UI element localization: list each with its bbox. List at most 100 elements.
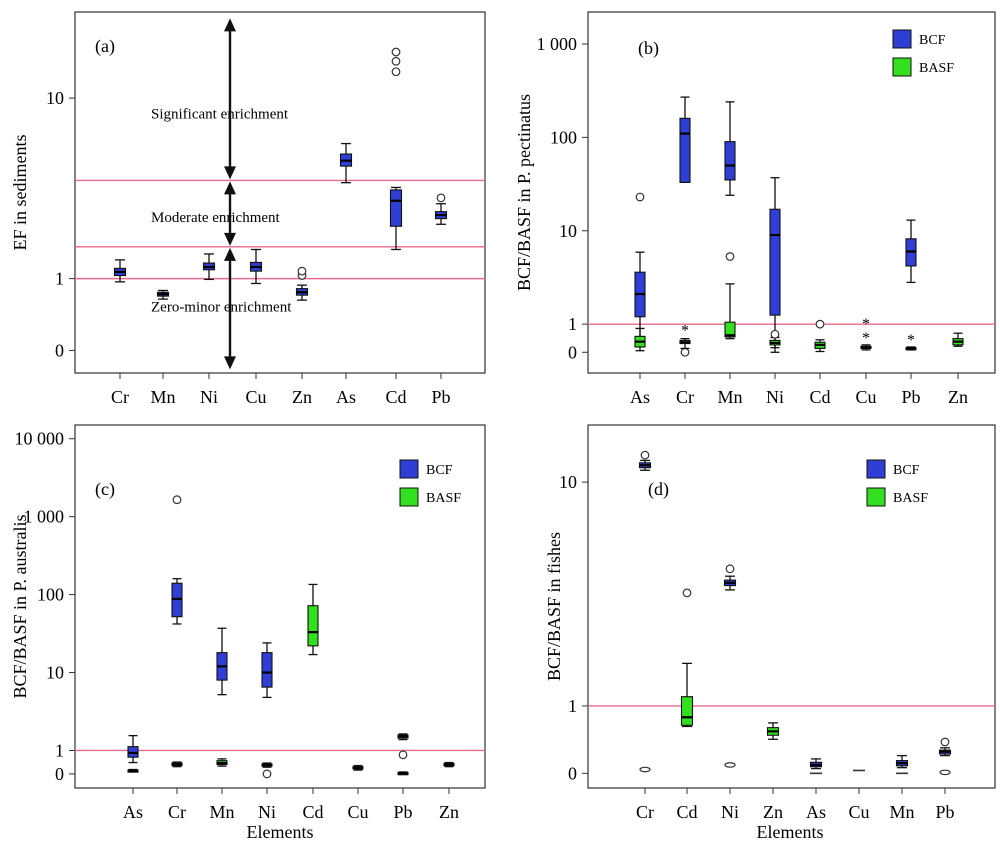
y-tick-label: 10 xyxy=(46,663,64,683)
panel-label: (c) xyxy=(95,479,115,500)
x-tick-label: Pb xyxy=(431,387,450,407)
plot-frame xyxy=(587,424,996,789)
y-tick-label: 1 xyxy=(568,696,577,716)
box-basf-zn xyxy=(766,722,780,740)
box-series-as xyxy=(339,142,353,184)
x-tick-label: Cd xyxy=(302,802,323,822)
x-tick-label: Cu xyxy=(848,802,869,822)
y-tick-label: 100 xyxy=(37,585,64,605)
outlier-point xyxy=(297,266,307,276)
box-basf-cr: * xyxy=(679,322,691,350)
panel-label: (b) xyxy=(638,38,659,59)
x-tick-label: Cu xyxy=(347,802,368,822)
x-tick-label: Mn xyxy=(717,387,742,407)
box-basf-pb: * xyxy=(905,332,917,351)
chart-panel-2: 0 1 10 100 1 000 As Cr Mn Ni Cd Cu Pb Zn BCF/BASF in … xyxy=(514,11,996,407)
outlier-point xyxy=(436,193,446,203)
y-axis-title: EF in sediments xyxy=(10,135,30,251)
annotation-text: Moderate enrichment xyxy=(151,210,281,226)
box-series-cu xyxy=(249,248,263,285)
x-tick-label: Cd xyxy=(809,387,830,407)
x-axis-title: Elements xyxy=(757,822,824,842)
outlier-point xyxy=(725,564,735,574)
x-tick-label: Mn xyxy=(889,802,914,822)
minor-mark xyxy=(939,769,951,776)
box-series-cd xyxy=(389,47,403,251)
outlier-point xyxy=(262,769,272,779)
x-tick-label: Mn xyxy=(150,387,175,407)
outlier-point xyxy=(940,737,950,747)
plot-frame xyxy=(74,11,486,374)
outlier-point xyxy=(172,495,182,505)
extreme-point: * xyxy=(862,330,870,347)
y-axis-title: BCF/BASF in P. australis xyxy=(10,514,30,698)
x-tick-label: As xyxy=(123,802,143,822)
y-tick-label: 1 000 xyxy=(537,34,578,54)
outlier-point xyxy=(391,67,401,77)
chart-panel-4: 0 1 10 Cr Cd Ni Zn As Cu Mn Pb BCF/BASF in fishes El… xyxy=(544,424,996,842)
box-bcf-cr xyxy=(679,96,691,357)
arrow-head-down xyxy=(224,232,236,246)
arrow-head-down xyxy=(224,356,236,370)
box-series-zn xyxy=(295,266,309,301)
x-tick-label: Ni xyxy=(721,802,739,822)
legend-label-basf: BASF xyxy=(426,491,461,506)
extreme-point: * xyxy=(907,332,915,349)
chart-panel-1: 0 1 10 Cr Mn Ni Cu Zn As Cd Pb EF in sediments (a) Si… xyxy=(10,11,486,407)
x-tick-label: Cu xyxy=(245,387,266,407)
x-tick-label: Zn xyxy=(439,802,459,822)
extreme-point: * xyxy=(862,316,870,333)
plot-frame xyxy=(74,424,486,789)
legend-label-bcf: BCF xyxy=(919,33,946,48)
outlier-point xyxy=(680,347,690,357)
box-bcf-cr xyxy=(171,495,183,625)
legend-swatch-basf xyxy=(399,487,419,507)
y-tick-label: 10 000 xyxy=(15,429,65,449)
minor-mark xyxy=(724,762,736,768)
y-tick-label: 0 xyxy=(55,764,64,784)
outlier-point xyxy=(398,750,408,760)
box-body xyxy=(769,208,781,316)
box-basf-zn xyxy=(443,761,455,768)
y-tick-label: 10 xyxy=(559,472,577,492)
box-basf-as xyxy=(127,768,139,773)
outlier-point xyxy=(391,47,401,57)
box-bcf-ni xyxy=(723,564,737,591)
arrow-head-up xyxy=(224,247,236,261)
box-series-pb xyxy=(434,193,448,225)
y-tick-label: 10 xyxy=(46,88,64,108)
x-tick-label: Cr xyxy=(676,387,694,407)
x-tick-label: Cd xyxy=(676,802,697,822)
x-tick-label: Cr xyxy=(168,802,186,822)
box-bcf-ni xyxy=(261,642,273,779)
box-bcf-pb xyxy=(905,219,917,284)
box-bcf-as xyxy=(127,734,139,764)
outlier-point xyxy=(725,252,735,261)
box-basf-mn xyxy=(724,283,736,340)
outlier-point xyxy=(770,329,780,339)
box-bcf-ni xyxy=(769,177,781,353)
chart-panel-3: 0 1 10 100 1 000 10 000 As Cr Mn Ni Cd Cu Pb Zn BCF/BA… xyxy=(10,424,486,842)
arrow-head-up xyxy=(224,181,236,195)
box-basf-cr xyxy=(171,761,183,768)
plot-frame xyxy=(587,11,996,374)
box-basf-cu xyxy=(352,764,364,771)
x-tick-label: As xyxy=(806,802,826,822)
legend-label-basf: BASF xyxy=(919,61,954,76)
legend-label-bcf: BCF xyxy=(893,463,920,478)
box-series-mn xyxy=(156,289,170,300)
box-basf-cu: ** xyxy=(860,316,872,351)
x-tick-label: Cr xyxy=(636,802,654,822)
outlier-point xyxy=(815,319,825,329)
box-basf-zn xyxy=(952,332,964,347)
y-axis-title: BCF/BASF in P. pectinatus xyxy=(514,94,534,291)
legend-swatch-bcf xyxy=(399,459,419,479)
x-tick-label: Cu xyxy=(855,387,876,407)
x-tick-label: As xyxy=(630,387,650,407)
y-tick-label: 0 xyxy=(55,340,64,360)
y-tick-label: 1 000 xyxy=(24,507,65,527)
x-axis-title: Elements xyxy=(247,822,314,842)
annotation-text: Zero-minor enrichment xyxy=(151,300,292,316)
box-bcf-cr xyxy=(638,450,652,471)
